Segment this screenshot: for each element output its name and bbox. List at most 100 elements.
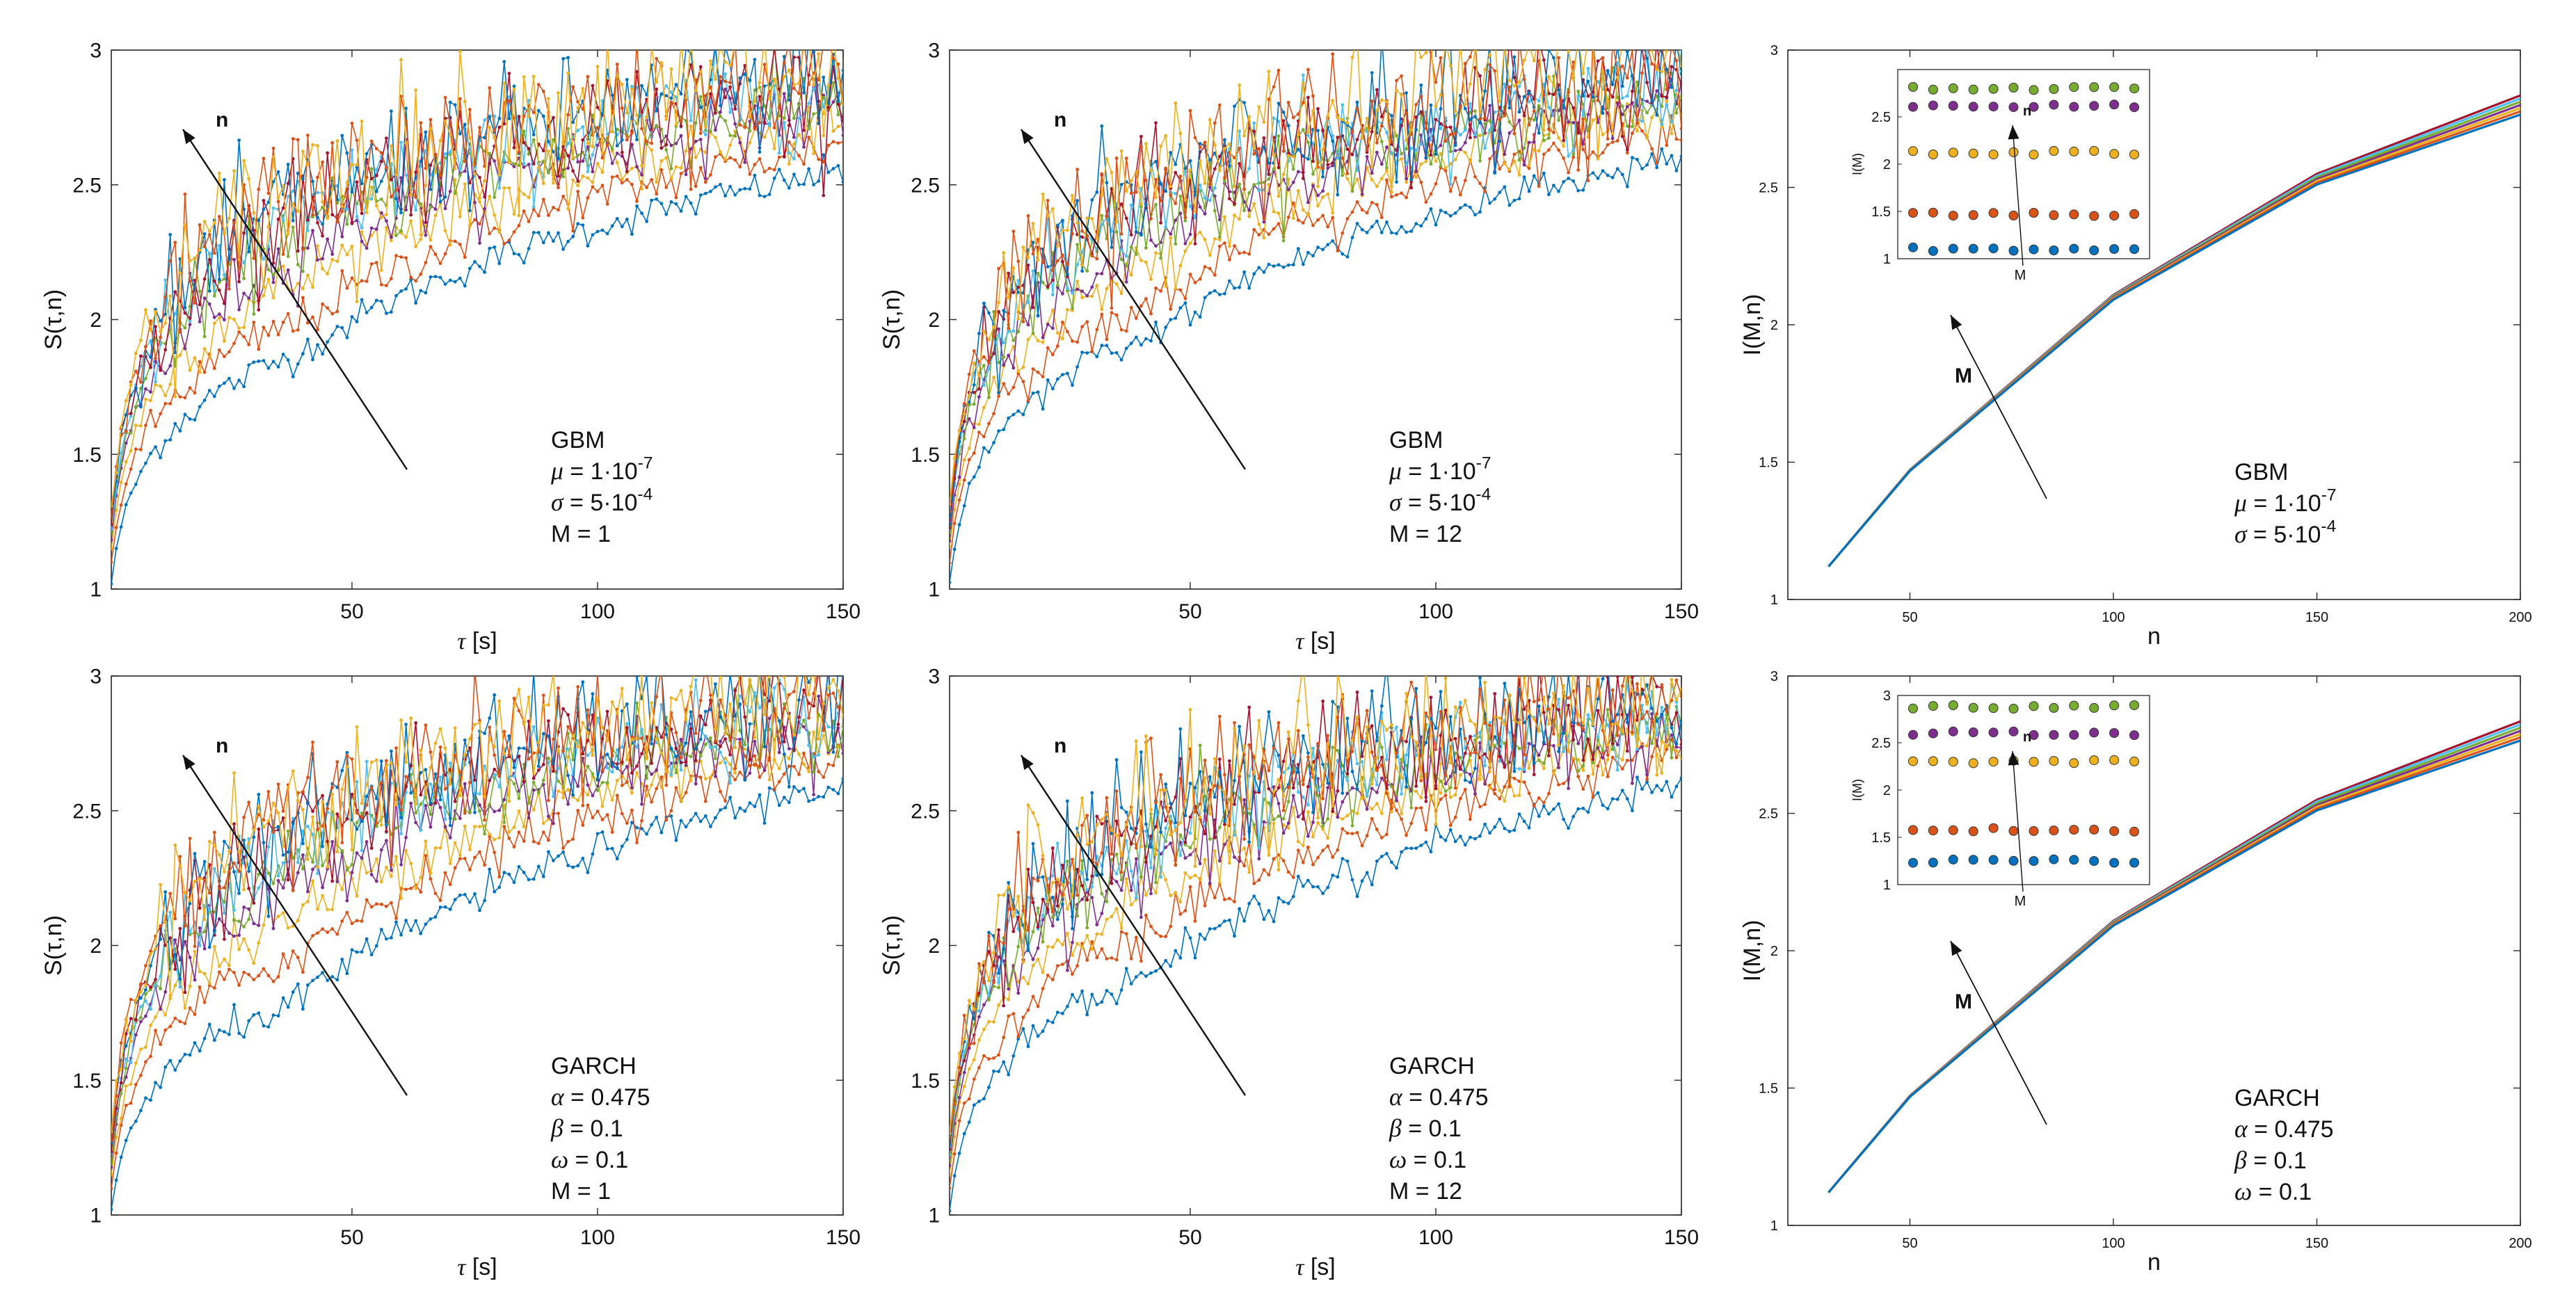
data-point: [1493, 110, 1497, 114]
data-point: [1252, 121, 1256, 125]
data-point: [576, 189, 580, 193]
y-tick-label: 1: [928, 579, 940, 602]
data-point: [1370, 165, 1374, 168]
data-point: [1050, 1020, 1055, 1024]
data-point: [159, 384, 163, 388]
data-point: [1429, 162, 1433, 166]
data-point: [1365, 148, 1369, 152]
data-point: [1679, 64, 1681, 68]
data-point: [758, 666, 762, 670]
data-point: [758, 150, 762, 154]
data-point: [198, 320, 202, 323]
data-point: [419, 289, 423, 293]
data-point: [453, 817, 457, 821]
data-point: [247, 363, 251, 367]
data-point: [743, 747, 747, 751]
series-line-5: [950, 67, 1681, 533]
data-point: [1055, 244, 1059, 248]
data-point: [1267, 182, 1271, 186]
data-point: [714, 745, 717, 749]
data-point: [1405, 147, 1408, 151]
data-point: [478, 803, 481, 807]
data-point: [664, 783, 669, 787]
data-point: [296, 328, 300, 332]
data-point: [625, 764, 629, 768]
data-point: [1331, 163, 1335, 168]
data-point: [399, 289, 403, 293]
data-point: [694, 678, 698, 682]
data-point: [193, 257, 197, 261]
data-point: [1326, 844, 1330, 848]
data-point: [168, 364, 173, 368]
data-point: [977, 360, 981, 364]
data-point: [257, 187, 261, 191]
data-point: [957, 475, 961, 479]
y-tick-label: 3: [90, 666, 102, 689]
data-point: [217, 312, 221, 316]
data-point: [1660, 94, 1664, 98]
data-point: [571, 229, 575, 233]
data-point: [433, 772, 438, 776]
data-point: [952, 508, 957, 512]
data-point: [316, 244, 319, 248]
data-point: [527, 220, 531, 223]
data-point: [1379, 855, 1384, 858]
data-point: [802, 689, 806, 692]
data-point: [286, 878, 290, 882]
data-point: [586, 764, 590, 768]
data-point: [1119, 291, 1123, 296]
data-point: [1080, 269, 1084, 273]
data-point: [733, 107, 737, 111]
data-point: [1483, 116, 1487, 120]
data-point: [202, 335, 207, 339]
data-point: [1090, 940, 1094, 944]
data-point: [669, 809, 673, 813]
data-point: [591, 233, 595, 236]
data-point: [163, 1028, 168, 1032]
data-point: [836, 113, 840, 117]
data-point: [134, 424, 138, 427]
data-point: [552, 138, 555, 142]
data-point: [561, 846, 565, 850]
data-point: [433, 153, 438, 157]
data-point: [394, 855, 398, 859]
data-point: [271, 979, 275, 983]
data-point: [782, 61, 786, 65]
data-point: [728, 702, 732, 706]
data-point: [1409, 146, 1414, 150]
data-point: [374, 879, 378, 883]
data-point: [493, 767, 497, 771]
data-point: [326, 979, 330, 982]
data-point: [531, 725, 536, 729]
data-point: [625, 170, 629, 173]
data-point: [640, 727, 643, 731]
data-point: [1055, 223, 1059, 227]
data-point: [527, 195, 531, 200]
data-point: [271, 280, 275, 284]
data-point: [252, 211, 256, 215]
data-point: [1188, 168, 1192, 172]
data-point: [753, 739, 757, 743]
data-point: [987, 337, 991, 341]
data-point: [424, 220, 428, 225]
data-point: [703, 743, 707, 746]
data-point: [1478, 134, 1482, 138]
series-line-2: [950, 115, 1681, 563]
data-point: [404, 835, 408, 839]
data-point: [1645, 163, 1649, 167]
data-point: [610, 161, 614, 166]
data-point: [1512, 55, 1517, 59]
data-point: [777, 96, 781, 100]
data-point: [458, 243, 462, 246]
data-point: [369, 226, 374, 230]
data-point: [1257, 902, 1261, 906]
data-point: [1011, 339, 1016, 342]
data-point: [232, 908, 236, 912]
data-point: [698, 138, 703, 141]
data-point: [212, 844, 216, 848]
data-point: [1591, 99, 1595, 103]
data-point: [202, 947, 207, 951]
data-point: [655, 695, 659, 699]
data-point: [1615, 101, 1619, 105]
data-point: [512, 696, 516, 700]
